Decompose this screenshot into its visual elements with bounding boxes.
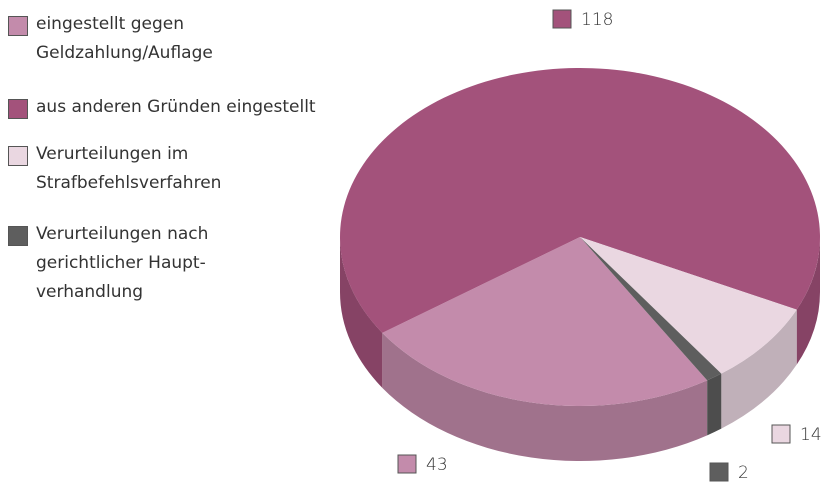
value-label: 43	[426, 455, 448, 475]
value-label: 2	[738, 463, 749, 483]
legend-label: Verurteilungen nach gerichtlicher Haupt-…	[36, 224, 209, 302]
slice	[580, 237, 722, 381]
legend-swatch	[8, 99, 28, 119]
slice-side	[796, 237, 820, 365]
label-swatch	[552, 9, 572, 29]
legend-swatch	[8, 226, 28, 246]
slice-side	[707, 373, 722, 436]
value-label: 118	[581, 10, 613, 30]
label-swatch	[771, 424, 791, 444]
value-label: 14	[800, 425, 822, 445]
legend-item: aus anderen Gründen eingestellt	[8, 95, 356, 122]
legend-label: aus anderen Gründen eingestellt	[36, 97, 316, 117]
label-swatch	[709, 462, 729, 482]
legend-swatch	[8, 16, 28, 36]
legend-item: Verurteilungen im Strafbefehlsverfahren	[8, 142, 226, 198]
label-swatch	[397, 454, 417, 474]
slice-side	[382, 332, 708, 461]
legend-label: eingestellt gegen Geldzahlung/Auflage	[36, 14, 213, 63]
slice-side	[721, 309, 797, 429]
legend-item: Verurteilungen nach gerichtlicher Haupt-…	[8, 222, 236, 307]
legend-label: Verurteilungen im Strafbefehlsverfahren	[36, 144, 222, 193]
slice	[340, 68, 821, 333]
slice-side	[340, 237, 383, 388]
slice	[382, 237, 708, 406]
legend-swatch	[8, 146, 28, 166]
legend-item: eingestellt gegen Geldzahlung/Auflage	[8, 12, 226, 68]
slice	[580, 237, 797, 374]
